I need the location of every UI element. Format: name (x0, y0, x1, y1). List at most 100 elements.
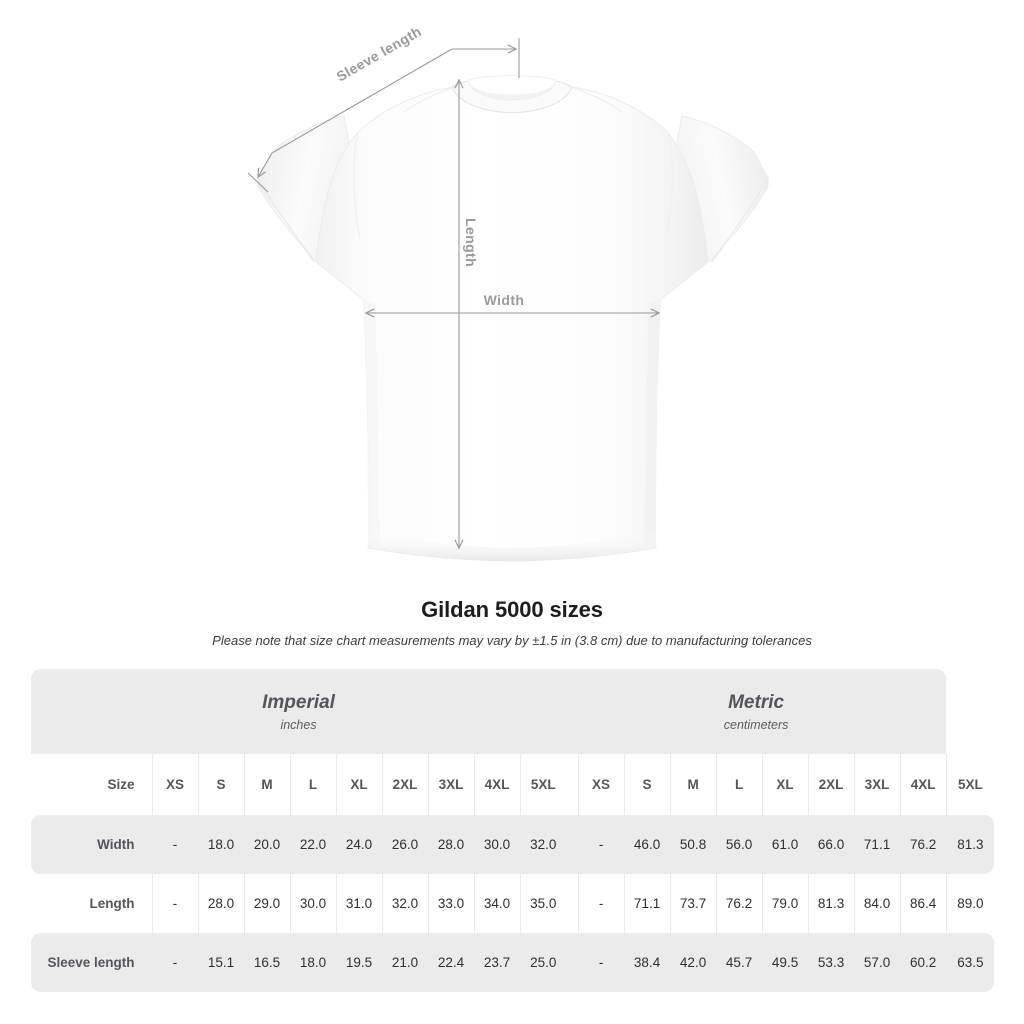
unit-group-gap (566, 874, 579, 933)
cell-width-imperial-2xl: 26.0 (381, 815, 428, 874)
size-col-metric-2xl: 2XL (807, 754, 855, 815)
cell-length-metric-l: 76.2 (715, 874, 763, 933)
size-col-imperial-l: L (289, 754, 336, 815)
size-col-imperial-3xl: 3XL (427, 754, 474, 815)
row-label-width: Width (31, 815, 152, 874)
cell-length-imperial-xs: - (151, 874, 198, 933)
cell-width-metric-xl: 61.0 (761, 815, 809, 874)
cell-width-metric-xs: - (577, 815, 625, 874)
unit-group-gap (566, 754, 579, 815)
cell-length-imperial-m: 29.0 (243, 874, 290, 933)
cell-sleeve-metric-xl: 49.5 (761, 933, 809, 992)
table-row: Sleeve length - 15.1 16.5 18.0 19.5 21.0… (31, 933, 995, 992)
cell-length-metric-2xl: 81.3 (807, 874, 855, 933)
cell-length-imperial-4xl: 34.0 (473, 874, 520, 933)
unit-group-row: Imperial inches Metric centimeters (31, 669, 994, 754)
size-chart-table: Imperial inches Metric centimeters Size … (31, 669, 995, 992)
size-col-imperial-m: M (243, 754, 290, 815)
cell-width-imperial-m: 20.0 (243, 815, 290, 874)
unit-group-metric-unit: centimeters (723, 717, 789, 732)
cell-width-metric-m: 50.8 (669, 815, 717, 874)
cell-sleeve-imperial-xs: - (151, 933, 198, 992)
cell-sleeve-metric-xs: - (577, 933, 625, 992)
cell-length-imperial-2xl: 32.0 (381, 874, 428, 933)
unit-group-gap (566, 933, 579, 992)
cell-length-imperial-3xl: 33.0 (427, 874, 474, 933)
unit-group-imperial-unit: inches (280, 717, 317, 732)
unit-group-gap (566, 815, 579, 874)
length-label: Length (463, 218, 479, 267)
cell-length-metric-xs: - (577, 874, 625, 933)
size-col-metric-3xl: 3XL (853, 754, 901, 815)
table-row: Width - 18.0 20.0 22.0 24.0 26.0 28.0 30… (31, 815, 995, 874)
cell-sleeve-imperial-s: 15.1 (197, 933, 244, 992)
cell-width-imperial-xl: 24.0 (335, 815, 382, 874)
cell-sleeve-metric-l: 45.7 (715, 933, 763, 992)
cell-width-imperial-3xl: 28.0 (427, 815, 474, 874)
sleeve-end-tick (247, 172, 269, 193)
cell-sleeve-metric-2xl: 53.3 (807, 933, 855, 992)
cell-sleeve-metric-4xl: 60.2 (899, 933, 947, 992)
cell-length-metric-3xl: 84.0 (853, 874, 901, 933)
unit-group-metric-name: Metric (728, 691, 785, 713)
cell-sleeve-imperial-l: 18.0 (289, 933, 336, 992)
size-col-metric-4xl: 4XL (899, 754, 947, 815)
cell-sleeve-imperial-xl: 19.5 (335, 933, 382, 992)
sleeve-line (258, 48, 453, 177)
cell-width-metric-s: 46.0 (623, 815, 671, 874)
cell-width-imperial-s: 18.0 (197, 815, 244, 874)
sleeve-length-label: Sleeve length (334, 23, 425, 85)
cell-width-metric-2xl: 66.0 (807, 815, 855, 874)
page-title: Gildan 5000 sizes (421, 597, 603, 622)
size-col-imperial-5xl: 5XL (519, 754, 567, 815)
cell-sleeve-metric-3xl: 57.0 (853, 933, 901, 992)
cell-length-metric-m: 73.7 (669, 874, 717, 933)
cell-length-metric-4xl: 86.4 (899, 874, 947, 933)
size-col-metric-l: L (715, 754, 763, 815)
cell-width-imperial-xs: - (151, 815, 198, 874)
cell-sleeve-imperial-2xl: 21.0 (381, 933, 428, 992)
unit-group-metric: Metric centimeters (566, 669, 947, 754)
row-label-sleeve-length: Sleeve length (31, 933, 152, 992)
cell-width-metric-5xl: 81.3 (945, 815, 995, 874)
cell-sleeve-imperial-m: 16.5 (243, 933, 290, 992)
cell-sleeve-metric-5xl: 63.5 (945, 933, 995, 992)
tshirt-illustration (257, 75, 769, 562)
size-col-imperial-xs: XS (151, 754, 198, 815)
cell-width-metric-l: 56.0 (715, 815, 763, 874)
row-label-length: Length (31, 874, 152, 933)
cell-width-metric-3xl: 71.1 (853, 815, 901, 874)
cell-sleeve-imperial-3xl: 22.4 (427, 933, 474, 992)
size-col-imperial-xl: XL (335, 754, 382, 815)
cell-width-imperial-4xl: 30.0 (473, 815, 520, 874)
cell-length-imperial-5xl: 35.0 (519, 874, 567, 933)
tolerance-note: Please note that size chart measurements… (212, 633, 812, 648)
size-col-imperial-4xl: 4XL (473, 754, 520, 815)
cell-sleeve-metric-s: 38.4 (623, 933, 671, 992)
cell-sleeve-imperial-5xl: 25.0 (519, 933, 567, 992)
size-header-label: Size (31, 754, 152, 815)
tshirt-measurement-diagram: Sleeve length Length Width (247, 23, 769, 562)
cell-length-imperial-s: 28.0 (197, 874, 244, 933)
cell-width-metric-4xl: 76.2 (899, 815, 947, 874)
size-col-metric-xs: XS (577, 754, 625, 815)
size-col-metric-5xl: 5XL (945, 754, 995, 815)
cell-sleeve-metric-m: 42.0 (669, 933, 717, 992)
cell-sleeve-imperial-4xl: 23.7 (473, 933, 520, 992)
unit-group-imperial-name: Imperial (262, 691, 335, 713)
chart-heading: Gildan 5000 sizes Please note that size … (0, 596, 1024, 649)
size-header-row: Size XS S M L XL 2XL 3XL 4XL 5XL XS S M … (31, 754, 995, 815)
size-col-imperial-s: S (197, 754, 244, 815)
cell-length-imperial-xl: 31.0 (335, 874, 382, 933)
size-chart-table-wrapper: Imperial inches Metric centimeters Size … (31, 669, 995, 992)
size-col-imperial-2xl: 2XL (381, 754, 428, 815)
size-col-metric-s: S (623, 754, 671, 815)
cell-length-metric-5xl: 89.0 (945, 874, 995, 933)
width-label: Width (484, 292, 525, 308)
unit-group-imperial: Imperial inches (31, 669, 567, 754)
cell-width-imperial-l: 22.0 (289, 815, 336, 874)
width-dimension: Width (366, 292, 659, 313)
size-col-metric-xl: XL (761, 754, 809, 815)
cell-length-metric-s: 71.1 (623, 874, 671, 933)
size-col-metric-m: M (669, 754, 717, 815)
